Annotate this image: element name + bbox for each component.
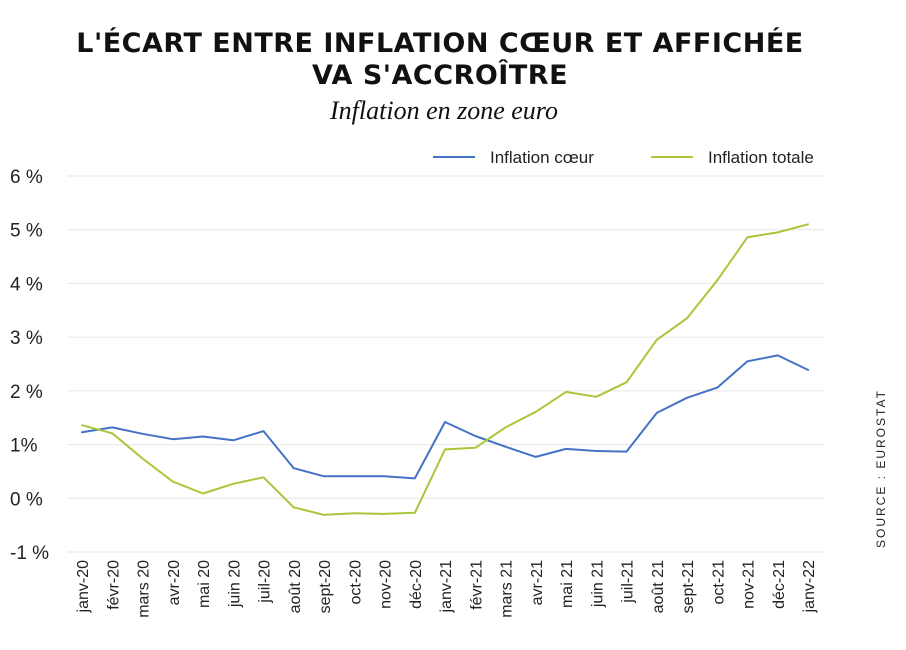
x-tick-label: oct-20 <box>347 560 364 605</box>
chart-title-line-2: VA S'ACCROÎTRE <box>311 60 569 91</box>
x-tick-label: févr-20 <box>105 560 122 610</box>
x-tick-label: juin 21 <box>589 560 606 608</box>
y-tick-label: -1 % <box>10 543 49 564</box>
x-tick-label: juin 20 <box>226 560 243 608</box>
x-tick-label: janv-20 <box>75 560 92 614</box>
x-tick-label: août 20 <box>287 560 304 613</box>
x-tick-label: août 21 <box>650 560 667 613</box>
y-tick-label: 0 % <box>10 489 43 510</box>
series-line-inflation-coeur <box>81 354 809 480</box>
x-tick-label: janv-21 <box>438 560 455 614</box>
x-tick-label: sept-21 <box>680 560 697 613</box>
x-tick-label: janv-22 <box>801 560 818 614</box>
x-tick-label: avr-21 <box>529 560 546 605</box>
x-tick-label: nov-20 <box>378 560 395 609</box>
legend-label: Inflation cœur <box>490 148 594 167</box>
x-tick-label: juil-20 <box>257 560 274 604</box>
x-tick-label: déc-21 <box>771 560 788 609</box>
chart-subtitle: Inflation en zone euro <box>330 96 558 125</box>
x-tick-label: juil-21 <box>620 560 637 604</box>
x-tick-label: avr-20 <box>166 560 183 605</box>
chart-title: L'ÉCART ENTRE INFLATION CŒUR ET AFFICHÉE… <box>0 28 880 92</box>
x-tick-label: févr-21 <box>468 560 485 610</box>
x-tick-label: sept-20 <box>317 560 334 613</box>
source-note: SOURCE : EUROSTAT <box>874 389 888 548</box>
x-tick-label: nov-21 <box>741 560 758 609</box>
x-tick-label: mai 21 <box>559 560 576 608</box>
x-tick-label: mars 21 <box>499 560 516 618</box>
x-tick-label: déc-20 <box>408 560 425 609</box>
y-tick-label: 6 % <box>10 167 43 188</box>
x-tick-label: oct-21 <box>710 560 727 605</box>
y-tick-label: 2 % <box>10 382 43 403</box>
y-tick-label: 1% <box>10 436 38 457</box>
x-tick-label: mars 20 <box>136 560 153 618</box>
y-tick-label: 3 % <box>10 328 43 349</box>
y-tick-label: 5 % <box>10 221 43 242</box>
legend-label: Inflation totale <box>708 148 814 167</box>
y-tick-label: 4 % <box>10 274 43 295</box>
series-line-inflation-totale <box>81 223 809 516</box>
x-tick-label: mai 20 <box>196 560 213 608</box>
chart-title-line-1: L'ÉCART ENTRE INFLATION CŒUR ET AFFICHÉE <box>76 28 804 59</box>
